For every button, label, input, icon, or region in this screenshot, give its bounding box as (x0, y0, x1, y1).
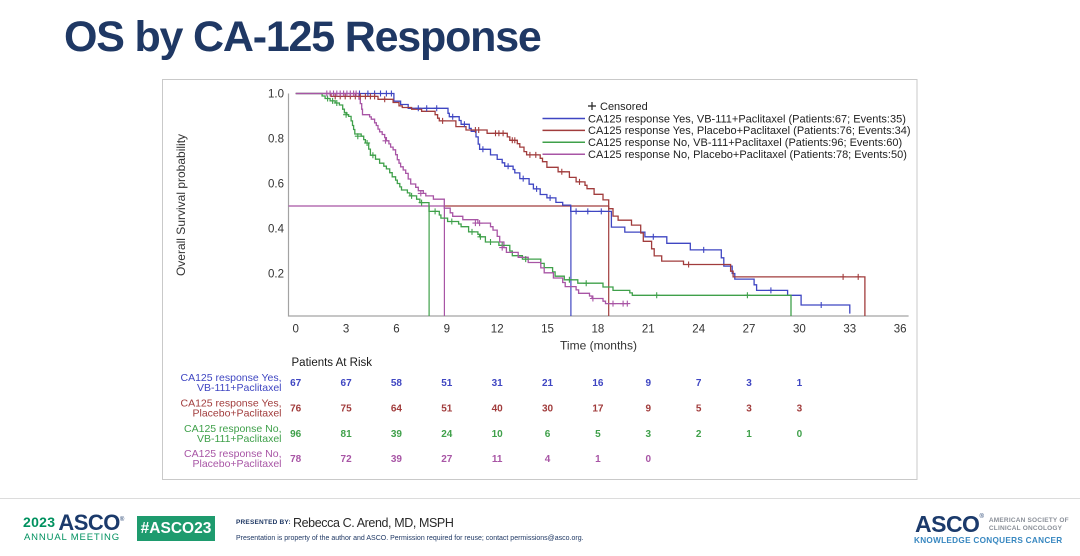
svg-text:1.0: 1.0 (268, 89, 284, 101)
svg-text:CA125 response Yes, Placebo+Pa: CA125 response Yes, Placebo+Paclitaxel (… (588, 125, 911, 137)
svg-text:0.2: 0.2 (268, 269, 284, 281)
svg-text:Placebo+Paclitaxel: Placebo+Paclitaxel (192, 458, 281, 470)
svg-text:0.6: 0.6 (268, 179, 284, 191)
svg-text:27: 27 (743, 324, 756, 336)
svg-text:33: 33 (843, 324, 856, 336)
svg-text:24: 24 (692, 324, 705, 336)
svg-text:Placebo+Paclitaxel: Placebo+Paclitaxel (192, 407, 281, 419)
svg-text:1: 1 (595, 454, 601, 465)
svg-text:2: 2 (696, 429, 702, 440)
svg-text:30: 30 (542, 403, 554, 414)
svg-text:10: 10 (492, 429, 504, 440)
svg-text:21: 21 (642, 324, 655, 336)
svg-text:76: 76 (290, 403, 302, 414)
svg-text:6: 6 (545, 429, 551, 440)
svg-text:Censored: Censored (600, 101, 648, 113)
svg-text:1: 1 (746, 429, 752, 440)
svg-text:CA125 response No,: CA125 response No, (184, 423, 281, 435)
svg-text:5: 5 (595, 429, 601, 440)
svg-text:9: 9 (444, 324, 450, 336)
svg-text:67: 67 (341, 378, 353, 389)
svg-text:0: 0 (292, 324, 298, 336)
svg-text:5: 5 (696, 403, 702, 414)
svg-text:15: 15 (541, 324, 554, 336)
svg-text:3: 3 (646, 429, 652, 440)
svg-text:39: 39 (391, 429, 403, 440)
svg-text:VB-111+Paclitaxel: VB-111+Paclitaxel (197, 382, 282, 394)
svg-text:0.4: 0.4 (268, 224, 285, 236)
svg-text:31: 31 (492, 378, 504, 389)
svg-text:0: 0 (797, 429, 803, 440)
svg-text:CA125 response Yes, VB-111+Pac: CA125 response Yes, VB-111+Paclitaxel (P… (588, 113, 906, 125)
svg-text:VB-111+Paclitaxel: VB-111+Paclitaxel (197, 433, 282, 445)
svg-text:58: 58 (391, 378, 403, 389)
svg-text:3: 3 (343, 324, 349, 336)
svg-text:72: 72 (341, 454, 353, 465)
svg-text:16: 16 (592, 378, 604, 389)
svg-text:9: 9 (646, 403, 652, 414)
svg-text:64: 64 (391, 403, 403, 414)
svg-text:11: 11 (492, 454, 503, 465)
svg-text:Patients At Risk: Patients At Risk (292, 357, 373, 369)
svg-text:78: 78 (290, 454, 302, 465)
svg-text:24: 24 (441, 429, 453, 440)
svg-text:96: 96 (290, 429, 302, 440)
svg-text:CA125 response Yes,: CA125 response Yes, (181, 372, 282, 384)
svg-text:81: 81 (341, 429, 353, 440)
svg-text:CA125 response No, VB-111+Pacl: CA125 response No, VB-111+Paclitaxel (Pa… (588, 137, 902, 149)
svg-text:7: 7 (696, 378, 702, 389)
svg-text:67: 67 (290, 378, 302, 389)
svg-text:51: 51 (441, 378, 453, 389)
svg-text:CA125 response No, Placebo+Pac: CA125 response No, Placebo+Paclitaxel (P… (588, 149, 907, 161)
svg-text:3: 3 (797, 403, 803, 414)
svg-text:36: 36 (894, 324, 907, 336)
svg-text:17: 17 (592, 403, 604, 414)
svg-text:40: 40 (492, 403, 504, 414)
svg-text:12: 12 (491, 324, 504, 336)
svg-text:Overall Survival probability: Overall Survival probability (174, 134, 188, 276)
svg-text:0: 0 (646, 454, 652, 465)
svg-text:CA125 response No,: CA125 response No, (184, 448, 281, 460)
svg-text:75: 75 (341, 403, 353, 414)
svg-text:51: 51 (441, 403, 453, 414)
svg-text:6: 6 (393, 324, 399, 336)
svg-text:18: 18 (592, 324, 605, 336)
svg-text:3: 3 (746, 403, 752, 414)
svg-text:Time (months): Time (months) (560, 339, 637, 353)
svg-text:0.8: 0.8 (268, 134, 284, 146)
svg-text:27: 27 (441, 454, 453, 465)
svg-text:21: 21 (542, 378, 554, 389)
svg-text:9: 9 (646, 378, 652, 389)
svg-text:3: 3 (746, 378, 752, 389)
svg-text:CA125 response Yes,: CA125 response Yes, (181, 397, 282, 409)
svg-text:1: 1 (797, 378, 803, 389)
svg-text:4: 4 (545, 454, 551, 465)
svg-text:39: 39 (391, 454, 403, 465)
svg-text:30: 30 (793, 324, 806, 336)
